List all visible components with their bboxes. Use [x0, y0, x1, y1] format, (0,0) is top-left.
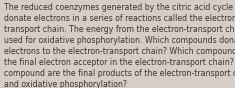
Text: The reduced coenzymes generated by the citric acid cycle
donate electrons in a s: The reduced coenzymes generated by the c…: [4, 3, 235, 88]
